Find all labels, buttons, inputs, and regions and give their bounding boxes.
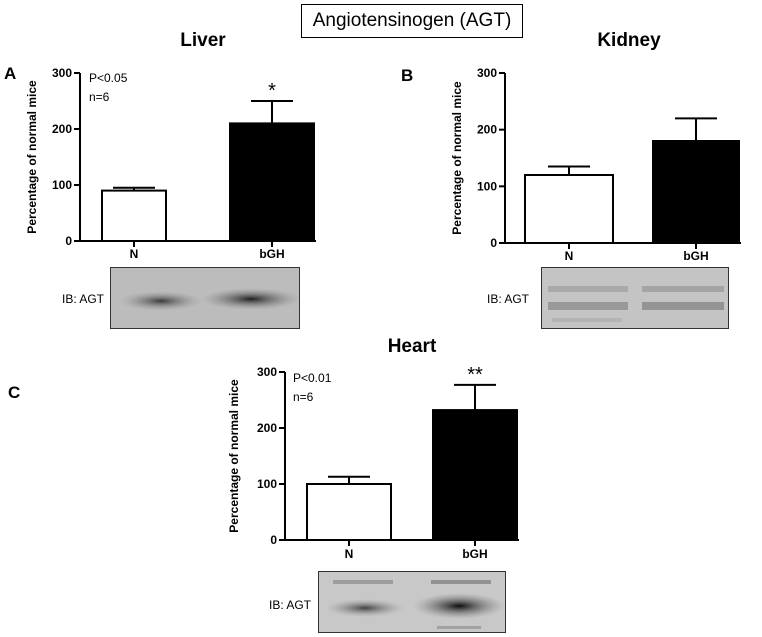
liver-western-blot: [110, 267, 300, 329]
bar-bGH: [229, 122, 315, 242]
kidney-blot-label: IB: AGT: [487, 292, 530, 306]
y-tick-label: 0: [270, 533, 277, 547]
stats-annotation: P<0.01: [293, 371, 332, 385]
heart-blot-label: IB: AGT: [269, 598, 312, 612]
panel-letter-b: B: [401, 66, 414, 85]
heart-western-blot: [318, 571, 506, 633]
category-label-N: N: [565, 249, 574, 263]
stats-annotation: n=6: [293, 390, 314, 404]
category-label-N: N: [345, 547, 354, 561]
stats-annotation: P<0.05: [89, 71, 128, 85]
chart-title-liver: Liver: [180, 30, 226, 51]
y-tick-label: 300: [52, 66, 72, 80]
bar-bGH: [652, 140, 740, 244]
category-label-bGH: bGH: [683, 249, 708, 263]
bar-N: [306, 483, 392, 541]
y-axis-label: Percentage of normal mice: [227, 379, 241, 533]
kidney-western-blot: [541, 267, 729, 329]
category-label-bGH: bGH: [259, 247, 284, 261]
y-tick-label: 100: [257, 477, 277, 491]
y-tick-label: 300: [257, 365, 277, 379]
bar-bGH: [432, 409, 518, 541]
stats-annotation: n=6: [89, 90, 110, 104]
y-tick-label: 100: [477, 179, 497, 193]
chart-title-heart: Heart: [387, 336, 437, 357]
y-tick-label: 200: [52, 122, 72, 136]
y-tick-label: 300: [477, 66, 497, 80]
y-tick-label: 200: [257, 421, 277, 435]
y-tick-label: 0: [65, 234, 72, 248]
panel-letter-c: C: [8, 383, 21, 402]
category-label-N: N: [130, 247, 139, 261]
y-tick-label: 200: [477, 123, 497, 137]
significance-label: **: [467, 364, 483, 386]
significance-label: *: [268, 80, 276, 102]
y-axis-label: Percentage of normal mice: [450, 81, 464, 235]
y-tick-label: 100: [52, 178, 72, 192]
panel-letter-a: A: [4, 64, 17, 83]
liver-blot-label: IB: AGT: [62, 292, 105, 306]
category-label-bGH: bGH: [462, 547, 487, 561]
figure-title: Angiotensinogen (AGT): [301, 4, 523, 38]
y-tick-label: 0: [490, 236, 497, 250]
chart-title-kidney: Kidney: [597, 30, 661, 51]
y-axis-label: Percentage of normal mice: [25, 80, 39, 234]
